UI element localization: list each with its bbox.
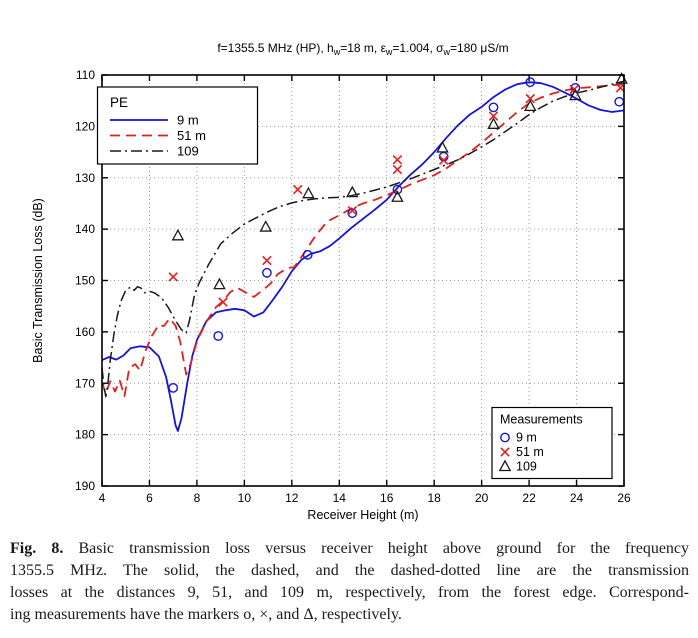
caption-text-1: Basic transmission loss versus receiver … <box>78 540 690 557</box>
svg-text:6: 6 <box>146 491 153 505</box>
svg-text:170: 170 <box>75 376 95 390</box>
svg-text:24: 24 <box>570 491 584 505</box>
y-axis-label: Basic Transmission Loss (dB) <box>31 198 45 363</box>
figure-caption: Fig. 8. Basic transmission loss versus r… <box>10 538 689 626</box>
svg-text:180: 180 <box>75 428 95 442</box>
svg-text:51 m: 51 m <box>516 445 544 459</box>
svg-text:26: 26 <box>617 491 631 505</box>
svg-text:130: 130 <box>75 171 95 185</box>
svg-text:18: 18 <box>428 491 442 505</box>
svg-text:160: 160 <box>75 325 95 339</box>
transmission-loss-chart: 4 6 8 10 12 14 16 18 20 22 24 26 110 120 130 140 150 160 1… <box>31 41 631 522</box>
svg-text:10: 10 <box>238 491 252 505</box>
plot-box <box>101 74 625 487</box>
svg-text:109: 109 <box>516 460 537 474</box>
caption-line-1: Fig. 8. Basic transmission loss versus r… <box>10 538 689 560</box>
svg-text:120: 120 <box>75 119 95 133</box>
tick-labels: 4 6 8 10 12 14 16 18 20 22 24 26 110 120 130 140 150 160 1… <box>75 68 631 505</box>
svg-text:9 m: 9 m <box>516 431 537 445</box>
svg-text:20: 20 <box>475 491 489 505</box>
svg-text:12: 12 <box>285 491 299 505</box>
svg-text:110: 110 <box>76 68 95 82</box>
svg-text:51 m: 51 m <box>177 128 206 143</box>
svg-text:4: 4 <box>99 491 106 505</box>
figure-label: Fig. 8. <box>10 540 64 557</box>
caption-line-3: losses at the distances 9, 51, and 109 m… <box>10 584 689 601</box>
chart-title: f=1355.5 MHz (HP), hw=18 m, εw=1.004, σw… <box>217 41 508 57</box>
svg-text:14: 14 <box>333 491 347 505</box>
markers-109 <box>171 72 628 290</box>
svg-text:140: 140 <box>75 222 95 236</box>
svg-text:22: 22 <box>522 491 536 505</box>
svg-text:9 m: 9 m <box>177 113 199 128</box>
svg-text:Measurements: Measurements <box>500 413 583 427</box>
caption-line-4: ing measurements have the markers o, ×, … <box>10 606 402 623</box>
x-axis-label: Receiver Height (m) <box>307 508 418 522</box>
series-line-109 <box>101 80 625 398</box>
caption-line-2: 1355.5 MHz. The solid, the dashed, and t… <box>10 562 689 579</box>
series-line-51m <box>101 83 625 397</box>
svg-text:190: 190 <box>75 479 95 493</box>
svg-text:16: 16 <box>380 491 394 505</box>
svg-text:109: 109 <box>177 144 199 159</box>
grid-lines <box>102 75 624 486</box>
svg-text:150: 150 <box>75 274 95 288</box>
svg-text:8: 8 <box>194 491 201 505</box>
svg-text:PE: PE <box>110 95 128 110</box>
series-line-9m <box>101 81 625 432</box>
